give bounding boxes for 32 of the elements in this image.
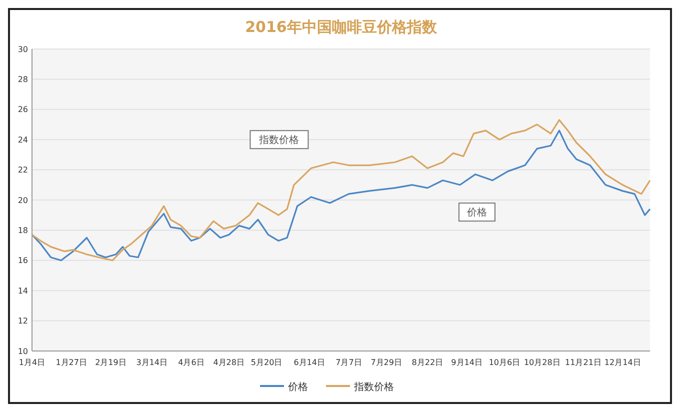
y-tick-label: 16 <box>18 256 28 266</box>
x-tick-label: 4月28日 <box>213 358 245 367</box>
y-tick-label: 24 <box>18 135 28 144</box>
x-tick-label: 2月19日 <box>95 358 126 367</box>
x-tick-label: 10月6日 <box>488 358 520 367</box>
x-tick-label: 1月4日 <box>18 358 46 367</box>
y-tick-label: 26 <box>18 105 28 114</box>
x-tick-label: 9月14日 <box>451 358 482 367</box>
x-tick-label: 1月27日 <box>56 358 88 367</box>
x-tick-label: 8月22日 <box>412 358 444 367</box>
x-tick-label: 7月29日 <box>370 358 402 367</box>
x-tick-label: 12月14日 <box>604 358 641 367</box>
y-tick-label: 14 <box>18 286 28 296</box>
x-tick-label: 7月7日 <box>336 358 362 367</box>
y-tick-label: 22 <box>18 166 28 175</box>
annotation: 指数价格 <box>258 134 300 146</box>
x-tick-label: 4月6日 <box>178 358 204 367</box>
x-tick-label: 10月28日 <box>524 358 560 367</box>
x-tick-label: 6月14日 <box>294 358 325 367</box>
y-tick-label: 10 <box>18 346 28 356</box>
y-tick-label: 30 <box>18 44 28 54</box>
y-tick-label: 20 <box>18 196 28 205</box>
legend-label: 指数价格 <box>353 381 394 393</box>
chart-title: 2016年中国咖啡豆价格指数 <box>245 18 438 36</box>
x-tick-label: 3月14日 <box>136 358 168 367</box>
y-tick-label: 28 <box>18 75 28 84</box>
y-tick-label: 18 <box>18 226 28 235</box>
legend-label: 价格 <box>287 381 308 393</box>
annotation: 价格 <box>466 206 487 219</box>
y-tick-label: 12 <box>18 316 28 326</box>
x-tick-label: 11月21日 <box>565 358 602 367</box>
x-tick-label: 5月20日 <box>250 358 282 367</box>
